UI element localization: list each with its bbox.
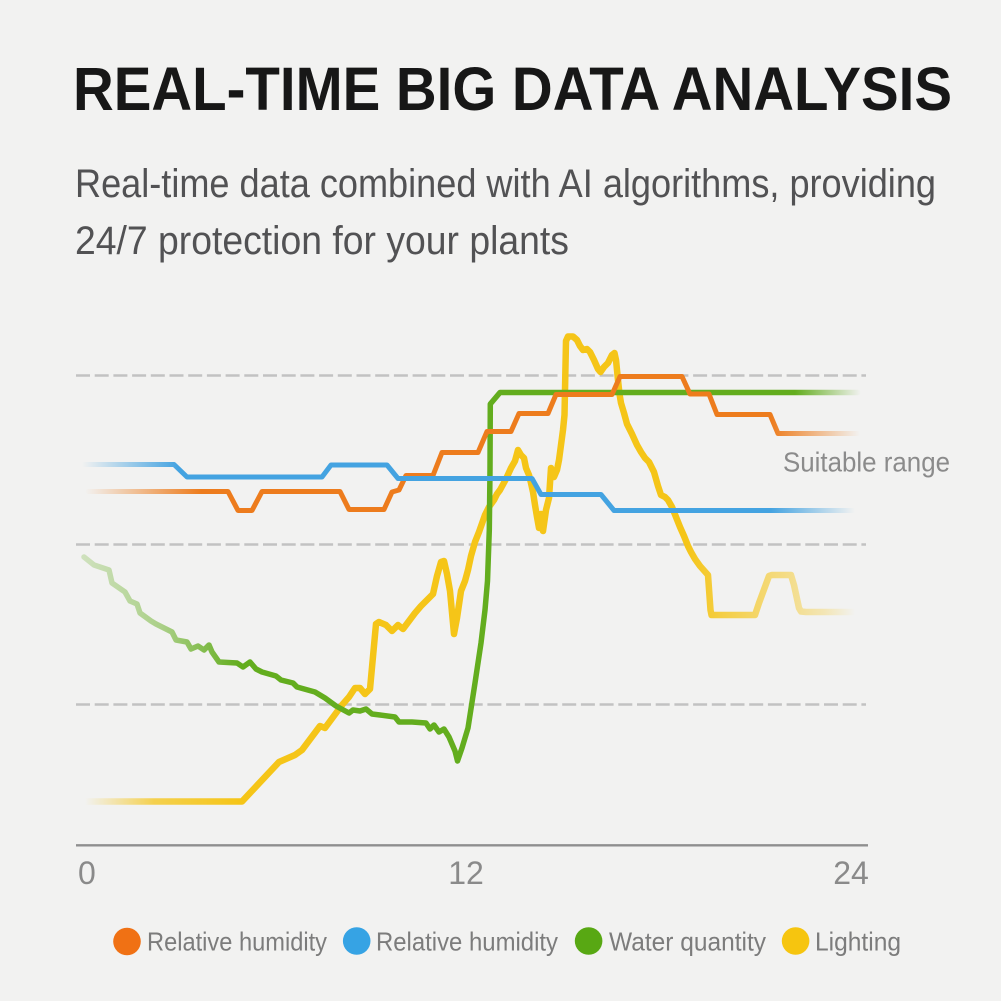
svg-text:12: 12	[448, 855, 484, 891]
svg-text:24: 24	[833, 855, 869, 891]
svg-text:Suitable range: Suitable range	[783, 447, 950, 478]
svg-text:Relative humidity: Relative humidity	[376, 927, 558, 957]
svg-text:Relative humidity: Relative humidity	[147, 927, 327, 957]
svg-text:0: 0	[78, 855, 96, 891]
svg-text:Lighting: Lighting	[815, 927, 901, 957]
svg-text:Water quantity: Water quantity	[609, 927, 766, 957]
